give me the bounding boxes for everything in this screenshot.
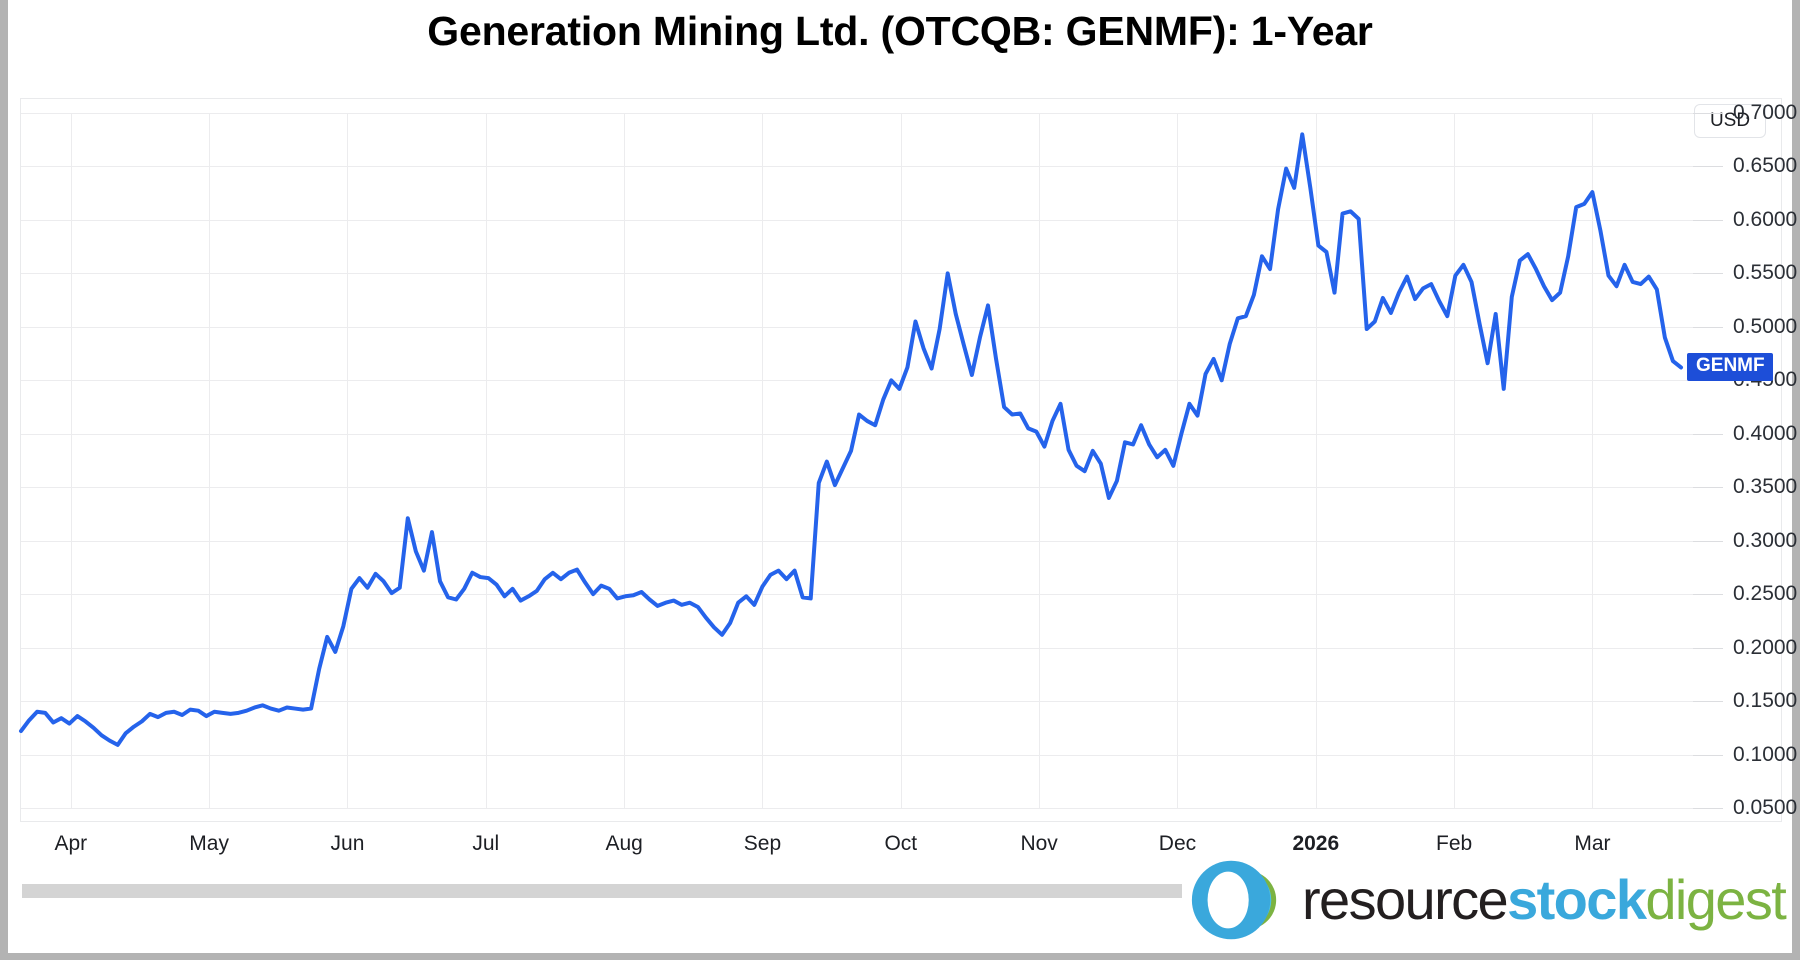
y-tick-stub: [1693, 273, 1723, 275]
frame-edge-left: [0, 0, 8, 960]
gridline-horizontal: [21, 433, 1713, 435]
gridline-vertical: [209, 113, 210, 808]
currency-badge[interactable]: USD: [1694, 104, 1766, 138]
gridline-vertical: [1316, 113, 1317, 808]
page-title: Generation Mining Ltd. (OTCQB: GENMF): 1…: [427, 8, 1373, 54]
x-axis-tick-label: Dec: [1158, 832, 1197, 855]
gridline-vertical: [71, 113, 72, 808]
y-axis-tick-label: 0.6000: [1733, 207, 1798, 231]
frame-edge-right: [1792, 0, 1800, 960]
x-axis-tick-label: Jul: [472, 832, 500, 855]
y-tick-stub: [1693, 754, 1723, 756]
y-axis-tick-label: 0.2500: [1733, 582, 1798, 606]
y-tick-stub: [1693, 487, 1723, 489]
y-axis-tick-label: 0.3000: [1733, 528, 1798, 552]
y-axis-tick-label: 0.5000: [1733, 314, 1798, 338]
logo-wordmark: resourcestockdigest: [1302, 872, 1787, 928]
gridline-horizontal: [21, 326, 1713, 328]
logo-word-stock: stock: [1507, 868, 1647, 931]
gridline-horizontal: [21, 594, 1713, 596]
gridline-vertical: [1454, 113, 1455, 808]
gridline-horizontal: [21, 166, 1713, 168]
x-axis-tick-label: Sep: [743, 832, 782, 855]
y-tick-stub: [1693, 647, 1723, 649]
footer-divider: [22, 884, 1182, 898]
y-tick-stub: [1693, 433, 1723, 435]
gridline-horizontal: [21, 647, 1713, 649]
y-axis-tick-label: 0.3500: [1733, 475, 1798, 499]
gridline-vertical: [624, 113, 625, 808]
gridline-horizontal: [21, 754, 1713, 756]
y-tick-stub: [1693, 113, 1723, 114]
ring-logo-icon: [1191, 860, 1277, 940]
gridline-vertical: [1592, 113, 1593, 808]
y-axis-tick-label: 0.0500: [1733, 796, 1798, 819]
gridline-vertical: [347, 113, 348, 808]
x-axis-tick-label: Oct: [884, 832, 918, 855]
x-axis-tick-label: 2026: [1292, 832, 1340, 855]
gridline-vertical: [1039, 113, 1040, 808]
x-axis-tick-label: Nov: [1020, 832, 1058, 855]
gridline-vertical: [901, 113, 902, 808]
y-axis-tick-label: 0.1000: [1733, 742, 1798, 766]
logo-word-digest: digest: [1645, 868, 1786, 931]
gridline-horizontal: [21, 113, 1713, 114]
y-tick-stub: [1693, 326, 1723, 328]
x-axis-tick-label: Apr: [54, 832, 88, 855]
x-axis-tick-label: Mar: [1574, 832, 1611, 855]
y-tick-stub: [1693, 701, 1723, 703]
frame-edge-bottom: [0, 953, 1800, 960]
x-axis-tick-label: Jun: [330, 832, 365, 855]
y-tick-stub: [1693, 219, 1723, 221]
y-axis-tick-label: 0.5500: [1733, 261, 1798, 285]
series-line-genmf: [19, 132, 1683, 747]
gridline-horizontal: [21, 487, 1713, 489]
series-tag-genmf[interactable]: GENMF: [1687, 353, 1773, 382]
gridline-horizontal: [21, 273, 1713, 275]
y-axis-tick-label: 0.6500: [1733, 154, 1798, 178]
y-tick-stub: [1693, 594, 1723, 596]
gridline-vertical: [762, 113, 763, 808]
x-axis-tick-label: Aug: [605, 832, 643, 855]
brand-logo[interactable]: resourcestockdigest: [1186, 845, 1787, 955]
plot-area[interactable]: 0.70000.65000.60000.55000.50000.45000.40…: [19, 101, 1797, 819]
logo-word-resource: resource: [1302, 868, 1509, 931]
y-axis-tick-label: 0.2000: [1733, 635, 1798, 659]
gridline-horizontal: [21, 380, 1713, 382]
price-line-chart: [19, 132, 1683, 747]
gridline-horizontal: [21, 701, 1713, 703]
gridline-horizontal: [21, 219, 1713, 221]
gridline-vertical: [486, 113, 487, 808]
y-axis-tick-label: 0.1500: [1733, 689, 1798, 713]
gridline-vertical: [1177, 113, 1178, 808]
x-axis-tick-label: May: [189, 832, 229, 855]
y-tick-stub: [1693, 540, 1723, 542]
gridline-horizontal: [21, 808, 1713, 809]
y-axis-tick-label: 0.7000: [1733, 101, 1798, 124]
y-tick-stub: [1693, 166, 1723, 168]
y-axis-tick-label: 0.4000: [1733, 421, 1798, 445]
gridline-horizontal: [21, 540, 1713, 542]
y-tick-stub: [1693, 808, 1723, 809]
x-axis-tick-label: Feb: [1436, 832, 1473, 855]
